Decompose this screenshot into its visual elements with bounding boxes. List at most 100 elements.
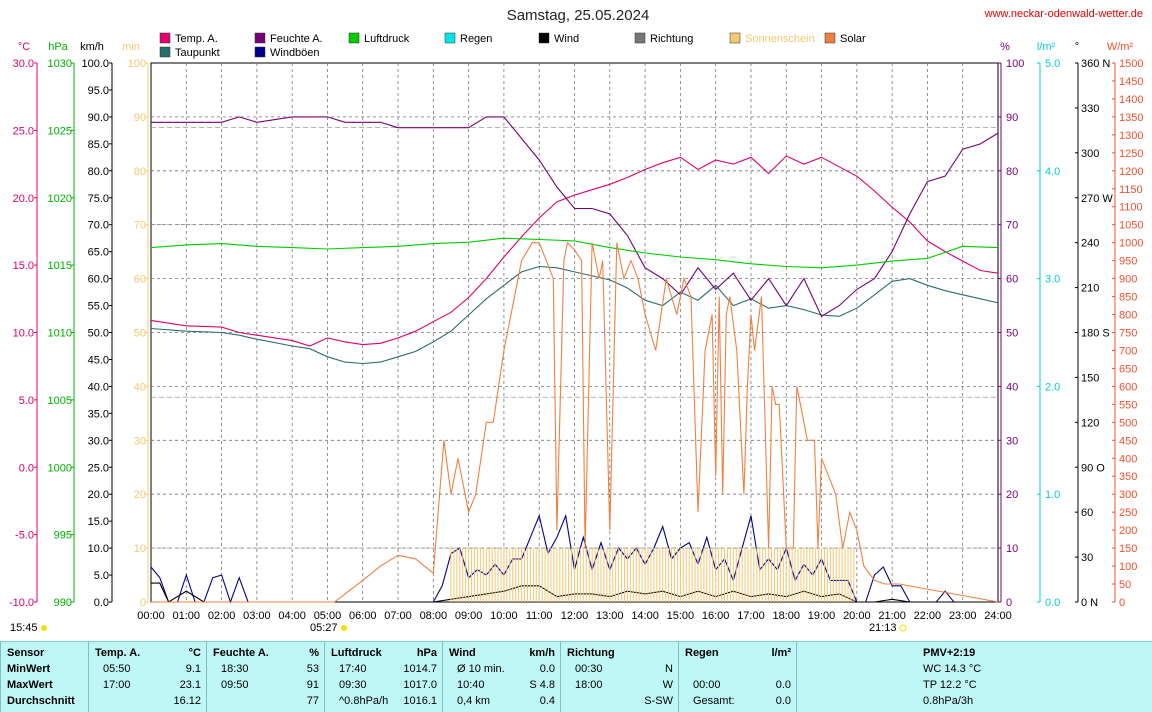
solar-axis-tick-16: 700: [1119, 345, 1137, 357]
axes: 30.025.020.015.010.05.00.0-5.0-10.0°C103…: [9, 41, 1144, 622]
rain-axis-tick-2: 3.0: [1045, 274, 1060, 286]
temp-axis-tick-3: 15.0: [13, 260, 34, 272]
x-tick-8: 08:00: [420, 610, 448, 622]
table-header: Richtung: [567, 645, 673, 661]
x-tick-0: 00:00: [137, 610, 165, 622]
press-axis-tick-2: 1020: [48, 193, 72, 205]
temp-axis-tick-8: -10.0: [9, 597, 34, 609]
wind-axis-tick-8: 60.0: [88, 274, 109, 286]
table-cell: W: [662, 679, 673, 691]
solar-axis-tick-19: 550: [1119, 399, 1137, 411]
sunset-time-label: 21:13: [869, 622, 897, 634]
solar-axis-tick-12: 900: [1119, 274, 1137, 286]
table-row: 18:30 53: [213, 661, 319, 677]
temp-axis-tick-6: 0.0: [19, 462, 34, 474]
x-tick-16: 16:00: [702, 610, 730, 622]
temp-axis-tick-2: 20.0: [13, 193, 34, 205]
dir-axis-tick-9: 90 O: [1081, 462, 1105, 474]
wind-axis-tick-4: 80.0: [88, 166, 109, 178]
solar-axis-tick-29: 50: [1119, 579, 1131, 591]
legend-swatch-5: [444, 32, 456, 44]
dir-axis-unit: °: [1075, 41, 1079, 53]
dir-axis-tick-4: 240: [1081, 238, 1099, 250]
wind-axis-tick-5: 75.0: [88, 193, 109, 205]
x-tick-23: 23:00: [949, 610, 977, 622]
x-tick-4: 04:00: [278, 610, 306, 622]
legend-swatch-3: [254, 46, 266, 58]
table-cell: 53: [306, 663, 319, 675]
legend-swatch-2: [254, 32, 266, 44]
hum-axis-tick-5: 50: [1006, 328, 1018, 340]
solar-axis-tick-5: 1250: [1119, 148, 1143, 160]
table-cell: 00:30: [575, 663, 603, 675]
series-line-1: [150, 265, 999, 365]
website-link[interactable]: www.neckar-odenwald-wetter.de: [984, 8, 1143, 20]
wind-axis-tick-7: 65.0: [88, 247, 109, 259]
legend-label-5: Regen: [460, 33, 492, 45]
legend-label-8: Sonnenschein: [745, 33, 815, 45]
x-tick-19: 19:00: [808, 610, 836, 622]
legend-label-1: Taupunkt: [175, 47, 220, 59]
dir-axis-tick-11: 30: [1081, 552, 1093, 564]
table-row: 18:00 W: [567, 677, 673, 693]
table-row: S-SW: [567, 693, 673, 709]
table-header: Regen l/m²: [685, 645, 791, 661]
legend-swatch-7: [634, 32, 646, 44]
hum-axis-tick-0: 100: [1006, 58, 1024, 70]
wind-axis-tick-17: 15.0: [88, 516, 109, 528]
table-row: MinWert: [7, 661, 83, 677]
solar-axis-tick-30: 0: [1119, 597, 1125, 609]
table-header-unit: °C: [188, 647, 201, 659]
wind-axis-tick-16: 20.0: [88, 489, 109, 501]
table-row: 0.8hPa/3h: [803, 693, 1147, 709]
series-line-2: [151, 116, 999, 318]
solar-axis-tick-3: 1350: [1119, 112, 1143, 124]
rain-axis-tick-5: 0.0: [1045, 597, 1060, 609]
wind-axis-tick-10: 50.0: [88, 328, 109, 340]
rain-axis-tick-4: 1.0: [1045, 489, 1060, 501]
press-axis-tick-4: 1010: [48, 328, 72, 340]
legend-label-4: Luftdruck: [364, 33, 410, 45]
hum-axis-tick-7: 30: [1006, 435, 1018, 447]
wind-axis-unit: km/h: [80, 41, 104, 53]
table-header-unit: l/m²: [771, 647, 791, 659]
solar-axis-tick-24: 300: [1119, 489, 1137, 501]
solar-axis-tick-20: 500: [1119, 417, 1137, 429]
table-row: 17:00 23.1: [95, 677, 201, 693]
wind-axis-tick-0: 100.0: [81, 58, 109, 70]
press-axis-tick-6: 1000: [48, 462, 72, 474]
table-row: TP 12.2 °C: [803, 677, 1147, 693]
table-cell: 00:00: [693, 679, 721, 691]
solar-axis-tick-22: 400: [1119, 453, 1137, 465]
solar-axis-tick-23: 350: [1119, 471, 1137, 483]
table-cell: 17:40: [339, 663, 367, 675]
wind-axis-tick-3: 85.0: [88, 139, 109, 151]
press-axis-tick-7: 995: [54, 530, 72, 542]
wind-axis-tick-15: 25.0: [88, 462, 109, 474]
min-axis-tick-7: 30: [134, 435, 146, 447]
table-row: ^0.8hPa/h 1016.1: [331, 693, 437, 709]
temp-axis-tick-0: 30.0: [13, 58, 34, 70]
min-axis-tick-6: 40: [134, 381, 146, 393]
x-tick-10: 10:00: [490, 610, 518, 622]
table-row: 0,4 km 0.4: [449, 693, 555, 709]
table-header-label: Temp. A.: [95, 647, 141, 659]
table-row: 09:50 91: [213, 677, 319, 693]
x-tick-20: 20:00: [843, 610, 871, 622]
table-row: Ø 10 min. 0.0: [449, 661, 555, 677]
press-axis-tick-5: 1005: [48, 395, 72, 407]
min-axis-tick-9: 10: [134, 543, 146, 555]
solar-axis-tick-14: 800: [1119, 310, 1137, 322]
wind-axis-tick-9: 55.0: [88, 301, 109, 313]
sunrise-time-label: 05:27: [310, 622, 338, 634]
wind-axis-tick-13: 35.0: [88, 408, 109, 420]
now-time-label: 15:45: [10, 622, 38, 634]
table-cell: 1014.7: [403, 663, 437, 675]
x-tick-21: 21:00: [878, 610, 906, 622]
table-cell: WC 14.3 °C: [923, 663, 982, 675]
min-axis-tick-1: 90: [134, 112, 146, 124]
table-header-label: Luftdruck: [331, 647, 382, 659]
legend-swatch-1: [159, 46, 171, 58]
legend-label-9: Solar: [840, 33, 866, 45]
table-row: 05:50 9.1: [95, 661, 201, 677]
